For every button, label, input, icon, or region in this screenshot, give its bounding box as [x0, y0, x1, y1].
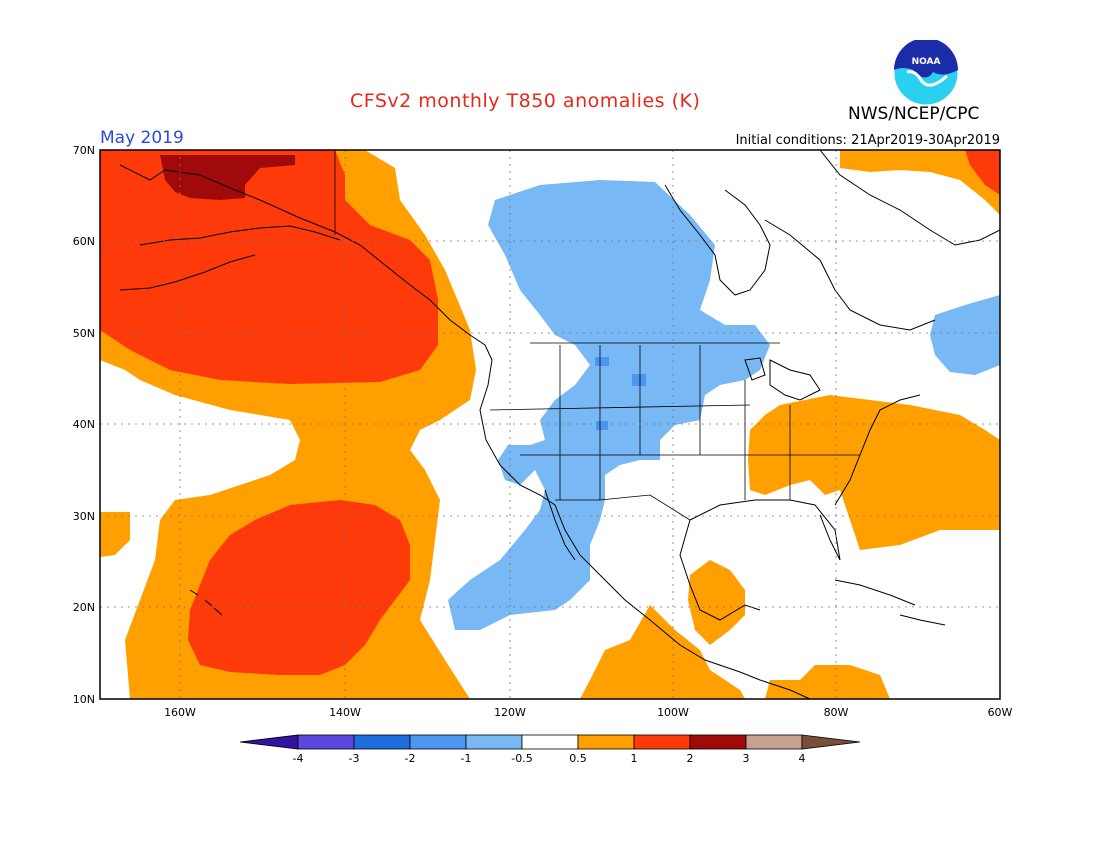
lat-label: 60N	[73, 235, 95, 248]
lon-label: 80W	[824, 706, 849, 719]
chart-title: CFSv2 monthly T850 anomalies (K)	[350, 90, 701, 112]
colorbar-segment	[297, 734, 355, 750]
colorbar-segment	[745, 734, 803, 750]
political-borders	[334, 150, 860, 521]
colorbar-arrow-high	[801, 734, 861, 750]
latitude-labels: 70N 60N 50N 40N 30N 20N 10N	[73, 144, 95, 706]
anomaly-blue-patches	[595, 357, 646, 430]
colorbar-segment	[577, 734, 635, 750]
colorbar-label: -3	[349, 752, 360, 765]
colorbar-label: -4	[293, 752, 304, 765]
lon-label: 120W	[494, 706, 526, 719]
longitude-labels: 160W 140W 120W 100W 80W 60W	[164, 706, 1012, 719]
svg-text:NOAA: NOAA	[912, 57, 941, 67]
colorbar-label: -2	[405, 752, 416, 765]
colorbar-label: -1	[461, 752, 472, 765]
colorbar-arrow-low	[239, 734, 299, 750]
colorbar-segment	[353, 734, 411, 750]
colorbar-label: 2	[687, 752, 694, 765]
anomaly-darkred-region	[160, 155, 295, 200]
colorbar-label: 4	[799, 752, 806, 765]
colorbar-segment	[409, 734, 467, 750]
lat-label: 30N	[73, 510, 95, 523]
agency-label: NWS/NCEP/CPC	[848, 104, 980, 124]
lat-label: 50N	[73, 327, 95, 340]
lon-label: 100W	[657, 706, 689, 719]
graticule	[100, 150, 1000, 699]
anomaly-red-regions	[100, 150, 1000, 675]
anomaly-lightblue-regions	[448, 180, 1000, 630]
colorbar-segment	[633, 734, 691, 750]
lat-label: 20N	[73, 601, 95, 614]
colorbar-label: 0.5	[569, 752, 587, 765]
colorbar-label: -0.5	[511, 752, 532, 765]
lon-label: 160W	[164, 706, 196, 719]
lon-label: 140W	[329, 706, 361, 719]
lat-label: 10N	[73, 693, 95, 706]
lat-label: 70N	[73, 144, 95, 157]
lon-label: 60W	[988, 706, 1013, 719]
initial-conditions: Initial conditions: 21Apr2019-30Apr2019	[735, 133, 1000, 148]
colorbar-segment	[689, 734, 747, 750]
colorbar-label: 1	[631, 752, 638, 765]
valid-month: May 2019	[100, 128, 184, 148]
colorbar-segment	[521, 734, 579, 750]
colorbar: -4 -3 -2 -1 -0.5 0.5 1 2 3 4	[239, 734, 861, 765]
colorbar-segment	[465, 734, 523, 750]
lat-label: 40N	[73, 418, 95, 431]
noaa-logo: NOAA	[893, 40, 959, 106]
plot-frame	[99, 149, 1001, 700]
colorbar-label: 3	[743, 752, 750, 765]
